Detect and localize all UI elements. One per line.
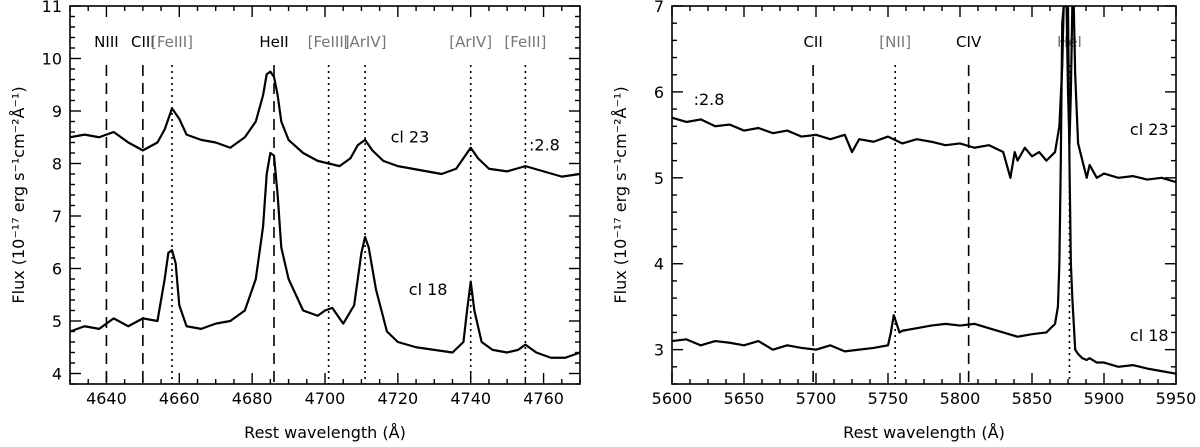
- annotation-2: cl 18: [409, 280, 448, 299]
- x-tick-label: 4720: [377, 389, 418, 408]
- annotation-1: cl 23: [1130, 120, 1169, 139]
- x-tick-label: 4680: [232, 389, 273, 408]
- y-tick-label: 4: [52, 365, 62, 384]
- x-axis-label: Rest wavelength (Å): [244, 423, 406, 442]
- y-tick-label: 5: [654, 169, 664, 188]
- y-tick-label: 4: [654, 255, 664, 274]
- annotation-3: :2.8: [529, 135, 560, 154]
- x-axis-label: Rest wavelength (Å): [843, 423, 1005, 442]
- line-label-1: NIII: [94, 33, 119, 51]
- line-label-3: [FeIII]: [151, 33, 193, 51]
- line-label-8: [FeIII]: [504, 33, 546, 51]
- annotation-3: :2.8: [694, 90, 725, 109]
- x-tick-label: 5750: [868, 389, 909, 408]
- line-label-1: CII: [803, 33, 822, 51]
- x-tick-label: 5850: [1012, 389, 1053, 408]
- plot-frame: [69, 5, 581, 385]
- x-tick-label: 5600: [652, 389, 693, 408]
- series-line-cl-18: [70, 151, 580, 359]
- annotation-2: cl 18: [1130, 326, 1169, 345]
- series-line-cl-23: [672, 6, 1176, 184]
- x-tick-label: 5950: [1156, 389, 1197, 408]
- line-label-5: [FeIII]: [308, 33, 350, 51]
- y-axis-label: Flux (10⁻¹⁷ erg s⁻¹cm⁻²Å⁻¹): [611, 86, 630, 303]
- x-tick-label: 5800: [940, 389, 981, 408]
- y-tick-label: 11: [42, 0, 62, 16]
- y-tick-label: 6: [52, 260, 62, 279]
- line-label-2: [NII]: [879, 33, 911, 51]
- x-tick-label: 4700: [305, 389, 346, 408]
- line-label-4: HeII: [259, 33, 288, 51]
- series-line-cl-23: [70, 70, 580, 178]
- line-label-2: CIII: [131, 33, 155, 51]
- y-tick-label: 3: [654, 341, 664, 360]
- annotation-1: cl 23: [391, 128, 430, 147]
- y-tick-label: 5: [52, 312, 62, 331]
- x-tick-label: 4740: [450, 389, 491, 408]
- y-tick-label: 7: [52, 207, 62, 226]
- y-tick-label: 7: [654, 0, 664, 16]
- y-tick-label: 10: [42, 50, 62, 69]
- line-label-6: [ArIV]: [344, 33, 387, 51]
- x-tick-label: 5650: [724, 389, 765, 408]
- series-line-cl-18: [672, 6, 1176, 375]
- y-tick-label: 6: [654, 83, 664, 102]
- panel-1: NIII CIII[FeIII] HeII [FeIII][ArIV] [ArIV] [F…: [9, 0, 581, 442]
- y-tick-label: 8: [52, 155, 62, 174]
- line-label-7: [ArIV]: [449, 33, 492, 51]
- x-tick-label: 4660: [159, 389, 200, 408]
- line-label-3: CIV: [956, 33, 982, 51]
- x-tick-label: 5700: [796, 389, 837, 408]
- y-tick-label: 9: [52, 102, 62, 121]
- y-axis-label: Flux (10⁻¹⁷ erg s⁻¹cm⁻²Å⁻¹): [9, 86, 28, 303]
- x-tick-label: 4760: [523, 389, 564, 408]
- x-tick-label: 5900: [1084, 389, 1125, 408]
- x-tick-label: 4640: [86, 389, 127, 408]
